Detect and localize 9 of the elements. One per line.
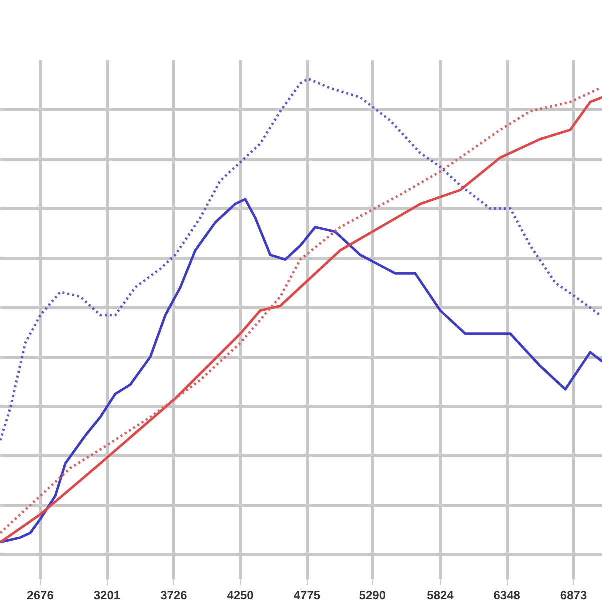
x-tick-label: 2676 xyxy=(27,588,54,602)
x-tick-label: 6348 xyxy=(494,588,521,602)
x-tick-label: 3201 xyxy=(94,588,121,602)
x-tick-label: 4250 xyxy=(227,588,254,602)
x-tick-label: 5290 xyxy=(359,588,386,602)
x-tick-label: 3726 xyxy=(160,588,188,602)
x-tick-label: 6873 xyxy=(560,588,588,602)
x-tick-label: 5824 xyxy=(427,588,454,602)
x-tick-label: 4775 xyxy=(294,588,321,602)
